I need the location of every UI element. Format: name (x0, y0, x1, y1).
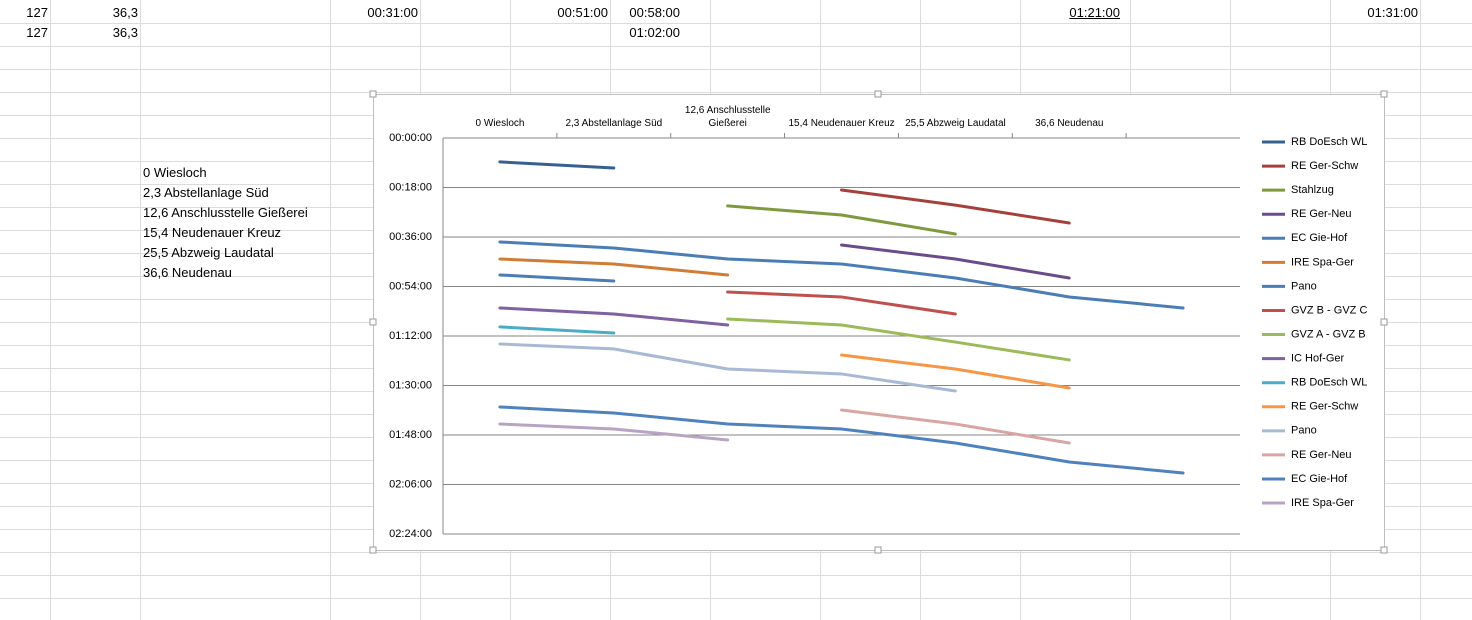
x-tick-label: 15,4 Neudenauer Kreuz (788, 118, 895, 129)
cell[interactable]: 12,6 Anschlusstelle Gießerei (143, 205, 308, 220)
x-tick-label: 2,3 Abstellanlage Süd (565, 118, 663, 129)
chart-frame[interactable] (373, 94, 1385, 551)
legend-label: IRE Spa-Ger (1291, 497, 1354, 509)
legend-label: RE Ger-Schw (1291, 401, 1358, 413)
x-tick-label: 0 Wiesloch (475, 118, 525, 129)
cell[interactable]: 01:02:00 (629, 25, 680, 40)
legend-label: Pano (1291, 425, 1317, 437)
x-tick-label: 12,6 Anschlusstelle Gießerei (684, 105, 771, 129)
y-tick-label: 00:54:00 (389, 280, 432, 292)
cell[interactable]: 00:31:00 (367, 5, 418, 20)
series-line (840, 408, 1071, 445)
legend-label: Stahlzug (1291, 184, 1334, 196)
legend-label: RB DoEsch WL (1291, 136, 1367, 148)
cell[interactable]: 00:58:00 (629, 5, 680, 20)
legend-label: RE Ger-Neu (1291, 208, 1352, 220)
cell[interactable]: 36,3 (112, 25, 138, 40)
y-tick-label: 00:18:00 (389, 181, 432, 193)
y-tick-label: 00:36:00 (389, 231, 432, 243)
legend-label: IC Hof-Ger (1291, 353, 1345, 365)
y-tick-label: 02:06:00 (389, 478, 432, 490)
y-tick-label: 02:24:00 (389, 528, 432, 540)
column-line (1420, 0, 1421, 620)
legend-label: IRE Spa-Ger (1291, 256, 1354, 268)
y-tick-label: 01:48:00 (389, 429, 432, 441)
legend-label: RE Ger-Neu (1291, 449, 1352, 461)
series-line (498, 405, 1185, 475)
cell[interactable]: 01:31:00 (1367, 5, 1418, 20)
cell[interactable]: 01:21:00 (1069, 5, 1120, 20)
series-line (498, 325, 616, 335)
cell[interactable]: 36,3 (112, 5, 138, 20)
y-tick-label: 01:12:00 (389, 330, 432, 342)
column-line (50, 0, 51, 620)
series-line (498, 342, 957, 393)
column-line (330, 0, 331, 620)
resize-handle (874, 90, 882, 98)
series-line (840, 243, 1071, 280)
y-tick-label: 00:00:00 (389, 132, 432, 144)
x-tick-label: 36,6 Neudenau (1035, 118, 1104, 129)
column-line (140, 0, 141, 620)
series-line (498, 257, 730, 277)
legend-label: GVZ A - GVZ B (1291, 328, 1366, 340)
cell[interactable]: 2,3 Abstellanlage Süd (143, 185, 269, 200)
x-tick-label: 25,5 Abzweig Laudatal (905, 118, 1006, 129)
series-line (498, 422, 730, 442)
resize-handle (1380, 90, 1388, 98)
legend-label: RB DoEsch WL (1291, 377, 1367, 389)
cell[interactable]: 15,4 Neudenauer Kreuz (143, 225, 282, 240)
legend-label: Pano (1291, 280, 1317, 292)
series-line (840, 353, 1071, 390)
series-line (726, 204, 957, 236)
cell[interactable]: 0 Wiesloch (143, 165, 207, 180)
resize-handle (369, 90, 377, 98)
legend-label: GVZ B - GVZ C (1291, 304, 1367, 316)
series-line (840, 188, 1071, 225)
series-line (498, 240, 1185, 310)
series-line (498, 273, 616, 283)
resize-handle (369, 318, 377, 326)
y-tick-label: 01:30:00 (389, 379, 432, 391)
legend-label: RE Ger-Schw (1291, 160, 1358, 172)
series-line (726, 290, 957, 316)
cell[interactable]: 25,5 Abzweig Laudatal (143, 245, 274, 260)
resize-handle (1380, 546, 1388, 554)
resize-handle (369, 546, 377, 554)
cell[interactable]: 127 (26, 5, 48, 20)
series-line (498, 160, 616, 170)
resize-handle (1380, 318, 1388, 326)
legend-label: EC Gie-Hof (1291, 232, 1348, 244)
cell[interactable]: 00:51:00 (557, 5, 608, 20)
cell[interactable]: 127 (26, 25, 48, 40)
cell[interactable]: 36,6 Neudenau (143, 265, 232, 280)
series-line (726, 317, 1071, 362)
series-line (498, 306, 730, 327)
resize-handle (874, 546, 882, 554)
legend-label: EC Gie-Hof (1291, 473, 1348, 485)
